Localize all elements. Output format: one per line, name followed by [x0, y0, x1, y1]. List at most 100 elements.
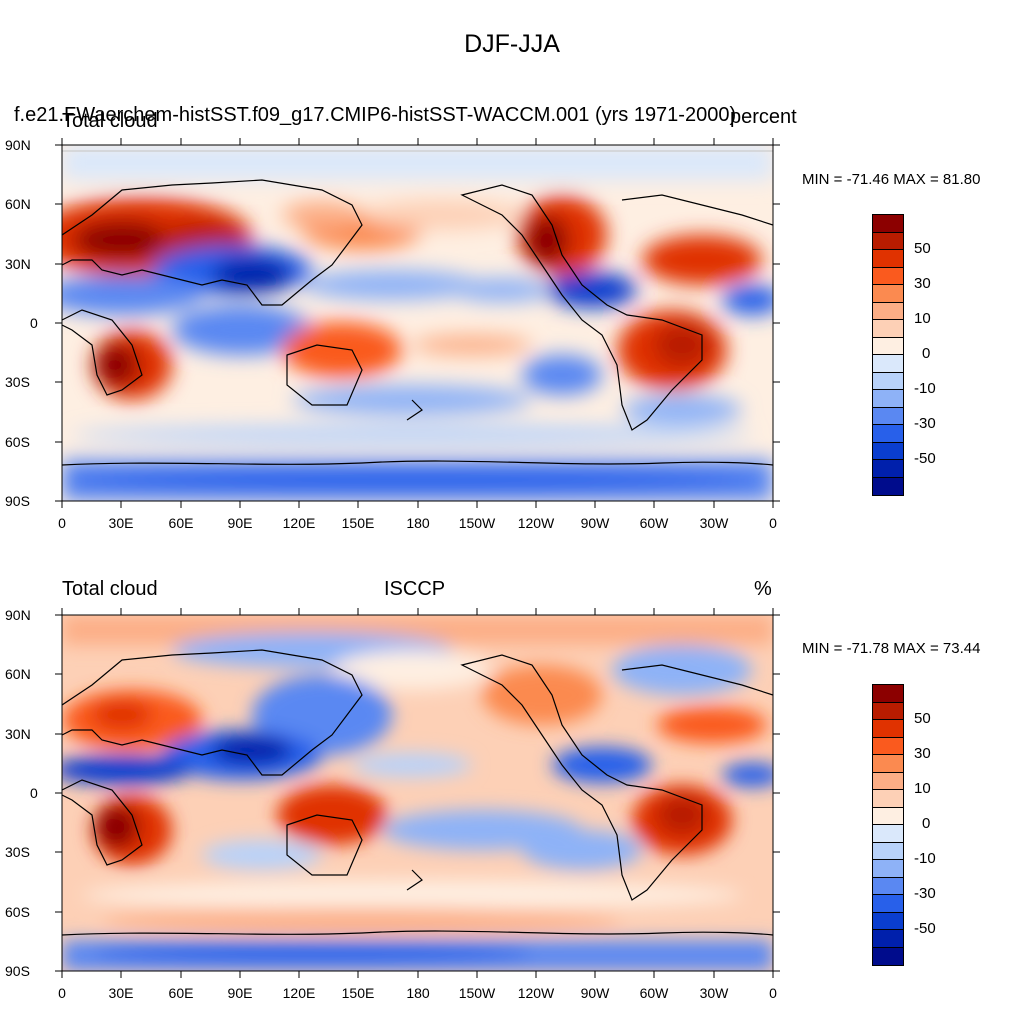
panel2-right-string: % [754, 578, 772, 600]
p1-colorbar-label: 0 [922, 345, 931, 362]
colorbar-swatch [873, 250, 903, 268]
colorbar-swatch [873, 947, 903, 965]
p2-colorbar-label: 10 [914, 780, 931, 797]
p1-lon-label: 90E [228, 515, 253, 531]
p1-lon-label: 90W [581, 515, 611, 531]
colorbar-swatch [873, 390, 903, 408]
colorbar-swatch [873, 320, 903, 338]
p2-colorbar-label: 50 [914, 710, 931, 727]
p1-lat-label: 90S [5, 493, 30, 509]
p1-lon-label: 0 [58, 515, 66, 531]
p2-colorbar-label: 0 [922, 815, 931, 832]
p2-lon-label: 120E [283, 985, 316, 1001]
p1-lon-label: 0 [769, 515, 777, 531]
panel2-colorbar [872, 684, 904, 966]
p2-lat-label: 60N [5, 666, 31, 682]
p1-lon-label: 60W [640, 515, 670, 531]
p2-lon-label: 30W [700, 985, 730, 1001]
p1-colorbar-label: -10 [914, 380, 936, 397]
p2-lat-label: 30S [5, 844, 30, 860]
panel1-minmax: MIN = -71.46 MAX = 81.80 [802, 171, 981, 188]
colorbar-swatch [873, 702, 903, 720]
colorbar-swatch [873, 825, 903, 843]
colorbar-swatch [873, 912, 903, 930]
colorbar-swatch [873, 895, 903, 913]
p2-lon-label: 0 [769, 985, 777, 1001]
colorbar-swatch [873, 755, 903, 773]
p2-lon-label: 90E [228, 985, 253, 1001]
p2-lon-label: 60E [169, 985, 194, 1001]
p1-lon-label: 120E [283, 515, 316, 531]
p2-lon-label: 0 [58, 985, 66, 1001]
p2-lon-label: 60W [640, 985, 670, 1001]
colorbar-swatch [873, 737, 903, 755]
p1-lat-label: 90N [5, 137, 31, 153]
panel1-map [62, 145, 773, 501]
panel2-minmax: MIN = -71.78 MAX = 73.44 [802, 640, 981, 657]
colorbar-swatch [873, 790, 903, 808]
colorbar-swatch [873, 267, 903, 285]
p1-lat-label: 30S [5, 374, 30, 390]
case-title: f.e21.FWaerchem-histSST.f09_g17.CMIP6-hi… [14, 104, 737, 126]
colorbar-swatch [873, 860, 903, 878]
panel1-left-string: Total cloud [62, 110, 158, 132]
p1-lon-label: 180 [406, 515, 430, 531]
colorbar-swatch [873, 232, 903, 250]
panel2-map [62, 615, 773, 971]
p1-lat-label: 60S [5, 434, 30, 450]
colorbar-swatch [873, 285, 903, 303]
colorbar-swatch [873, 772, 903, 790]
colorbar-swatch [873, 460, 903, 478]
p1-lat-label: 0 [30, 315, 38, 331]
panel2-left-string: Total cloud [62, 578, 158, 600]
p2-lat-label: 90S [5, 963, 30, 979]
colorbar-swatch [873, 372, 903, 390]
main-title: DJF-JJA [464, 30, 560, 58]
p2-lon-label: 120W [518, 985, 555, 1001]
p2-colorbar-label: 30 [914, 745, 931, 762]
p1-lon-label: 60E [169, 515, 194, 531]
p1-lon-label: 150W [459, 515, 496, 531]
panel1-right-string: percent [730, 106, 797, 128]
p1-lat-label: 30N [5, 256, 31, 272]
p2-lat-label: 30N [5, 726, 31, 742]
colorbar-swatch [873, 807, 903, 825]
panel1-axes: 90N 60N 30N 0 30S 60S 90S 0 30E 60E 90E … [5, 137, 780, 531]
p1-lon-label: 150E [342, 515, 375, 531]
p2-lon-label: 150E [342, 985, 375, 1001]
p1-colorbar-label: -50 [914, 450, 936, 467]
p2-colorbar-label: -30 [914, 885, 936, 902]
p2-lon-label: 90W [581, 985, 611, 1001]
colorbar-swatch [873, 842, 903, 860]
colorbar-swatch [873, 442, 903, 460]
colorbar-swatch [873, 685, 903, 703]
colorbar-swatch [873, 877, 903, 895]
panel2-center-string: ISCCP [384, 578, 446, 600]
colorbar-swatch [873, 720, 903, 738]
colorbar-swatch [873, 425, 903, 443]
p2-lon-label: 30E [109, 985, 134, 1001]
p1-colorbar-label: 10 [914, 310, 931, 327]
p2-lat-label: 90N [5, 607, 31, 623]
p2-lon-label: 180 [406, 985, 430, 1001]
colorbar-swatch [873, 407, 903, 425]
p1-lat-label: 60N [5, 196, 31, 212]
panel2-axes: 90N 60N 30N 0 30S 60S 90S 0 30E 60E 90E … [5, 607, 780, 1001]
p1-lon-label: 120W [518, 515, 555, 531]
p1-colorbar-label: 50 [914, 240, 931, 257]
panel1-colorbar [872, 214, 904, 496]
colorbar-swatch [873, 337, 903, 355]
p1-colorbar-label: -30 [914, 415, 936, 432]
p1-colorbar-label: 30 [914, 275, 931, 292]
colorbar-swatch [873, 302, 903, 320]
colorbar-swatch [873, 215, 903, 233]
p2-lat-label: 0 [30, 785, 38, 801]
colorbar-swatch [873, 930, 903, 948]
p1-lon-label: 30W [700, 515, 730, 531]
colorbar-swatch [873, 477, 903, 495]
p1-lon-label: 30E [109, 515, 134, 531]
p2-lat-label: 60S [5, 904, 30, 920]
p2-colorbar-label: -10 [914, 850, 936, 867]
p2-lon-label: 150W [459, 985, 496, 1001]
p2-colorbar-label: -50 [914, 920, 936, 937]
